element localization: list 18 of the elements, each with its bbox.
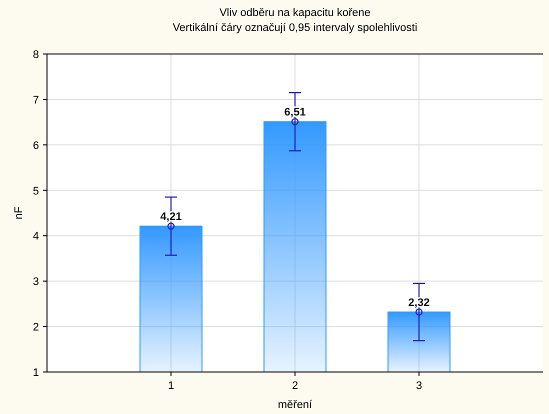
- y-tick-label: 2: [32, 322, 39, 334]
- point: [167, 222, 175, 230]
- point: [291, 118, 299, 126]
- y-tick-label: 8: [32, 49, 39, 61]
- x-axis-title: měření: [278, 399, 314, 411]
- x-tick-label: 1: [168, 380, 174, 392]
- y-tick-label: 5: [32, 185, 39, 198]
- chart-title: Vliv odběru na kapacitu kořene: [219, 7, 371, 19]
- y-tick-label: 7: [32, 94, 39, 106]
- y-tick-label: 4: [32, 230, 39, 243]
- x-tick-label: 3: [416, 380, 422, 392]
- chart-subtitle: Vertikální čáry označují 0,95 intervaly spolehlivosti: [172, 22, 418, 34]
- y-tick-label: 6: [32, 140, 39, 152]
- y-tick-label: 3: [32, 276, 39, 288]
- y-tick-label: 1: [32, 367, 39, 379]
- y-axis-title: nF: [13, 206, 25, 220]
- point: [415, 308, 423, 316]
- x-tick-label: 2: [292, 380, 298, 392]
